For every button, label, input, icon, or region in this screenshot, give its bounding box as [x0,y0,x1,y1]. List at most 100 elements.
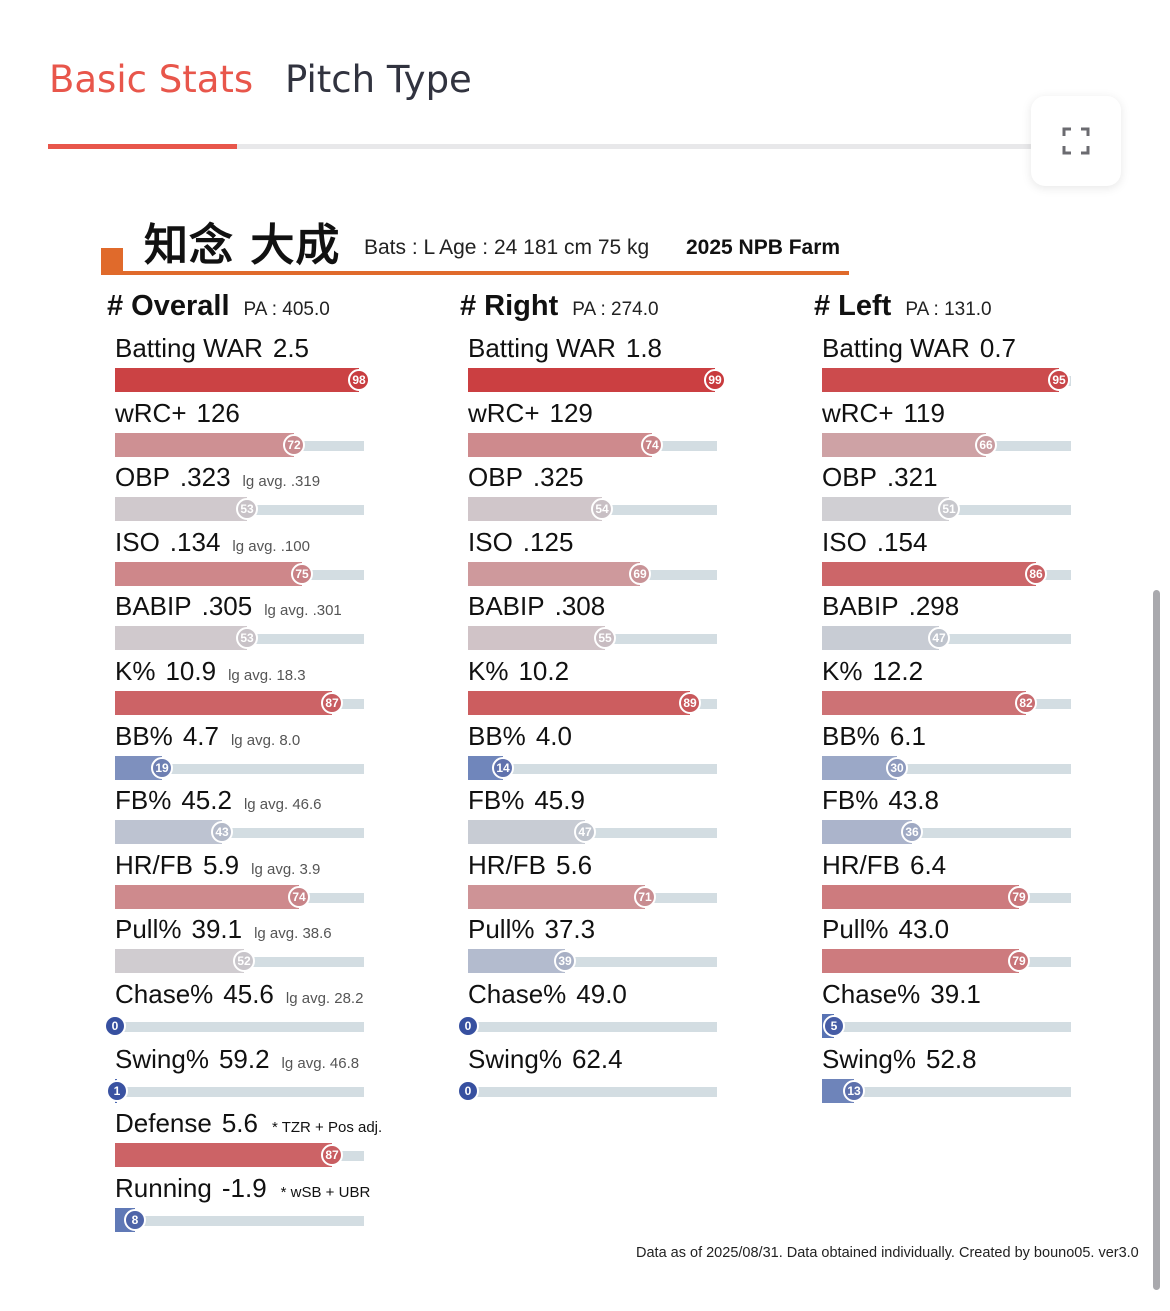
stat-value: .308 [554,591,606,622]
fullscreen-button[interactable] [1031,96,1121,186]
stat-label-line: Running -1.9 * wSB + UBR [115,1173,370,1204]
percentile-bar [468,561,640,586]
stat-row: Swing% 59.2 lg avg. 46.8 1 [106,1044,445,1109]
tab-basic-stats[interactable]: Basic Stats [49,58,254,101]
stat-value: 52.8 [925,1043,977,1074]
stat-label-line: Chase% 49.0 [468,979,627,1010]
stat-label-line: HR/FB 5.6 [468,850,592,881]
stat-value: 5.9 [203,849,240,880]
league-average-note: lg avg. 46.8 [281,1054,360,1072]
percentile-badge: 43 [211,821,233,844]
stat-label-line: K% 10.2 [468,656,569,687]
stat-value: 45.9 [534,785,585,816]
percentile-bar [115,949,244,974]
stat-label-line: BB% 4.0 [468,721,572,752]
percentile-bar [468,884,645,909]
stat-name: Defense [115,1108,212,1139]
stat-name: BABIP [822,591,899,622]
stat-name: wRC+ [468,397,540,428]
stat-label-line: OBP .323 lg avg. .319 [115,462,320,493]
stat-label-line: BB% 4.7 lg avg. 8.0 [115,721,300,752]
stat-label-line: BABIP .308 [468,591,605,622]
percentile-badge: 51 [938,498,960,521]
percentile-track [115,1086,364,1097]
stat-name: FB% [822,785,879,816]
percentile-track [822,1086,1071,1097]
league-average-note: lg avg. .319 [242,473,321,491]
header-accent-block [101,248,123,274]
column-title: # Left [814,290,892,322]
percentile-badge: 19 [151,756,173,779]
percentile-track [468,957,717,968]
tab-pitch-type[interactable]: Pitch Type [285,58,472,101]
stat-row: BB% 6.1 30 [822,721,1152,786]
stat-value: 39.1 [191,914,243,945]
stat-value: 6.4 [910,849,947,880]
stat-name: FB% [468,785,525,816]
stat-value: 0.7 [979,333,1017,363]
percentile-badge: 54 [591,498,613,521]
percentile-badge: 79 [1008,950,1030,973]
stat-row: HR/FB 6.4 79 [822,850,1152,915]
percentile-bar [115,497,247,522]
percentile-badge: 8 [124,1208,146,1231]
league-average-note: lg avg. .301 [264,602,342,620]
stat-name: OBP [822,462,877,493]
percentile-badge: 52 [233,950,255,973]
stat-label-line: OBP .321 [822,462,938,493]
column-header: # Right PA : 274.0 [460,290,659,323]
stat-name: HR/FB [468,849,546,880]
percentile-badge: 71 [634,885,656,908]
stat-name: Swing% [468,1043,562,1074]
stat-value: 49.0 [576,979,627,1009]
stat-row: Chase% 45.6 lg avg. 28.2 0 [104,979,445,1044]
percentile-bar [822,368,1059,392]
percentile-track [115,828,364,839]
stat-value: 6.1 [889,720,926,751]
stat-value: 10.2 [518,656,570,686]
percentile-bar [822,884,1019,909]
percentile-badge: 5 [823,1015,845,1037]
fullscreen-icon [1062,127,1090,155]
stat-name: Chase% [115,979,214,1009]
percentile-bar [822,561,1036,586]
percentile-badge: 0 [104,1015,126,1037]
percentile-bar [115,368,359,392]
league-average-note: lg avg. 8.0 [230,731,301,749]
stat-row: Swing% 52.8 13 [822,1044,1152,1109]
stat-value: 43.8 [888,785,939,816]
stat-row: BB% 4.0 14 [468,721,798,786]
percentile-bar [822,691,1026,715]
stat-name: Batting WAR [468,333,616,363]
percentile-badge: 1 [106,1079,128,1102]
stat-value: 12.2 [872,656,924,686]
percentile-badge: 79 [1008,885,1030,908]
stat-value: 39.1 [930,979,981,1009]
page-scrollbar[interactable] [1153,590,1160,1290]
column-header: # Overall PA : 405.0 [107,290,330,323]
stat-value: 126 [196,397,240,428]
stat-value: 10.9 [165,656,217,686]
percentile-badge: 30 [886,756,908,779]
stat-label-line: Swing% 52.8 [822,1044,977,1075]
percentile-bar [468,368,715,392]
percentile-track [822,828,1071,839]
league-average-note: lg avg. 38.6 [254,925,332,943]
stat-row: K% 12.2 82 [822,656,1152,721]
stat-value: 5.6 [221,1108,258,1139]
percentile-badge: 87 [321,1144,343,1167]
stat-row: wRC+ 119 66 [822,398,1152,463]
stat-name: FB% [115,785,172,816]
stat-row: FB% 43.8 36 [822,785,1152,850]
percentile-bar [115,626,247,651]
percentile-track [822,1022,1071,1032]
stat-label-line: Defense 5.6 * TZR + Pos adj. [115,1108,382,1139]
percentile-badge: 47 [574,821,596,844]
percentile-badge: 74 [288,885,310,908]
active-tab-indicator [48,144,237,149]
stat-name: BB% [115,720,173,751]
stat-name: OBP [115,462,170,493]
stat-name: K% [822,656,863,686]
percentile-bar [468,949,565,974]
stat-label-line: Pull% 39.1 lg avg. 38.6 [115,914,332,945]
